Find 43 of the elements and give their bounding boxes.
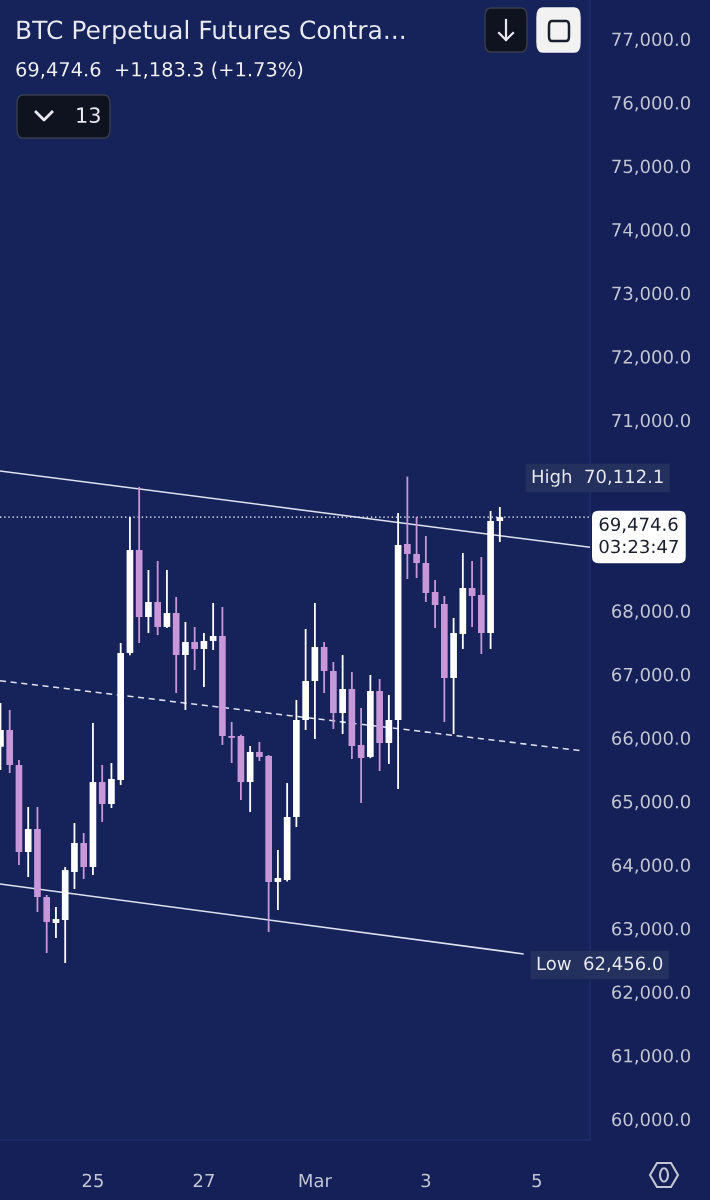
y-tick-label: 68,000.0 bbox=[612, 604, 691, 620]
candlestick bbox=[200, 632, 208, 688]
x-tick-label: Mar bbox=[299, 1173, 332, 1188]
x-tick-label: 3 bbox=[421, 1173, 431, 1188]
text: 69,474.6 +1,183.3 (+1.73%) bbox=[16, 61, 303, 79]
candlestick bbox=[209, 602, 217, 651]
y-tick-label: 74,000.0 bbox=[612, 223, 691, 239]
candlestick bbox=[98, 764, 106, 823]
candlestick bbox=[357, 707, 365, 804]
x-tick-label: 5 bbox=[532, 1173, 541, 1188]
y-tick-label: 62,000.0 bbox=[612, 985, 691, 1001]
candlestick bbox=[145, 569, 152, 634]
annotation: Low 62,456.0 bbox=[537, 956, 663, 973]
candlestick bbox=[256, 741, 263, 762]
y-tick-label: 60,000.0 bbox=[612, 1112, 691, 1128]
candlestick bbox=[385, 694, 393, 765]
y-tick-label: 61,000.0 bbox=[612, 1048, 691, 1065]
y-tick-label: 64,000.0 bbox=[612, 858, 691, 874]
y-tick-label: 71,000.0 bbox=[612, 413, 691, 430]
y-tick-label: 67,000.0 bbox=[612, 667, 691, 684]
candlestick bbox=[182, 621, 189, 711]
text: BTC Perpetual Futures Contra... bbox=[17, 19, 404, 45]
y-tick-label: 72,000.0 bbox=[612, 350, 691, 366]
annotation: High 70,112.1 bbox=[532, 469, 663, 487]
ref-line-label: 69,474.6 03:23:47 bbox=[599, 517, 678, 554]
x-tick-label: 27 bbox=[193, 1173, 214, 1188]
y-tick-label: 63,000.0 bbox=[612, 921, 691, 938]
y-tick-label: 75,000.0 bbox=[612, 159, 691, 176]
y-tick-label: 73,000.0 bbox=[612, 286, 691, 303]
candlestick bbox=[24, 806, 32, 878]
candlestick bbox=[228, 721, 235, 764]
y-tick-label: 77,000.0 bbox=[612, 32, 691, 48]
candlestick bbox=[404, 475, 411, 580]
y-tick-label: 66,000.0 bbox=[612, 731, 691, 747]
y-tick-label: 76,000.0 bbox=[612, 96, 691, 112]
candlestick bbox=[191, 626, 198, 671]
candlestick bbox=[431, 579, 439, 629]
x-tick-label: 25 bbox=[82, 1173, 103, 1188]
candlestick bbox=[163, 569, 171, 629]
candlestick bbox=[413, 516, 420, 579]
annotation: 13 bbox=[77, 107, 100, 124]
y-tick-label: 65,000.0 bbox=[612, 794, 691, 811]
candlestick bbox=[468, 560, 476, 628]
